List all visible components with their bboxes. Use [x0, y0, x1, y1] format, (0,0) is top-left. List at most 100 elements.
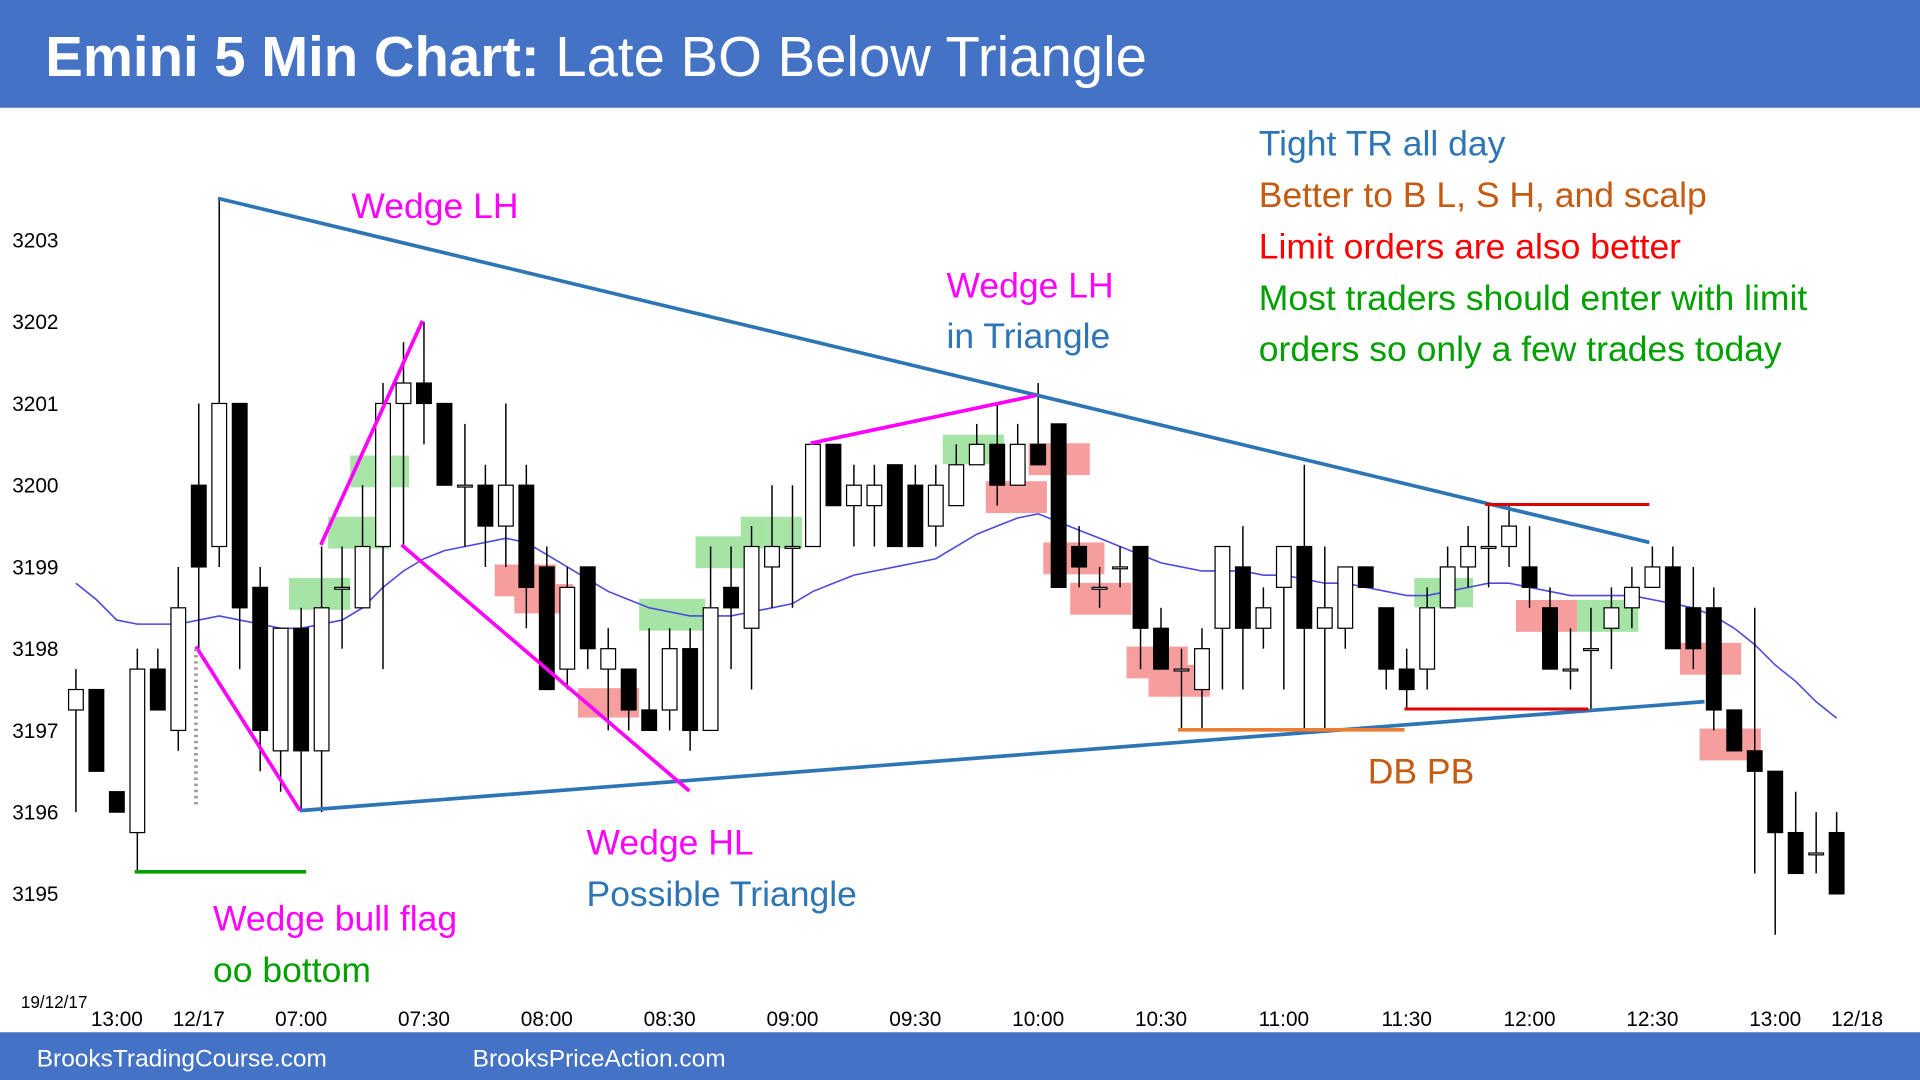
candle-body [1460, 545, 1477, 568]
candle-body [231, 402, 248, 609]
candle-body [416, 382, 432, 405]
candle-body [272, 627, 289, 752]
candle-body [825, 443, 842, 507]
annotation: orders so only a few trades today [1259, 329, 1782, 369]
candle-body [1050, 423, 1067, 588]
candle-body [252, 586, 269, 732]
candle-body [784, 545, 801, 549]
annotation: Limit orders are also better [1259, 226, 1681, 266]
annotation: oo bottom [213, 950, 371, 990]
sell-box [985, 481, 1047, 514]
candle-body [989, 443, 1006, 486]
triangle-top [217, 196, 1650, 545]
candle-body [456, 484, 473, 488]
annotation: Wedge LH [947, 266, 1114, 306]
candle-body [108, 791, 125, 813]
candle-body [702, 607, 719, 732]
candle-body [497, 484, 514, 527]
candle-body [723, 586, 740, 609]
buy-box [639, 598, 706, 631]
candle-body [600, 648, 617, 670]
x-tick-label: 11:00 [1259, 1008, 1310, 1031]
candle-body [477, 484, 494, 527]
candle-body [559, 586, 576, 670]
candle-body [518, 484, 535, 588]
annotation: Most traders should enter with limit [1259, 278, 1808, 318]
x-tick-label: 09:00 [766, 1008, 818, 1031]
candle-body [313, 607, 330, 752]
candle-body [1296, 545, 1313, 629]
candle-body [1337, 566, 1354, 629]
wedge-line [810, 393, 1037, 446]
candle-body [1398, 668, 1415, 691]
candle-body [1705, 607, 1722, 711]
candle-body [1234, 566, 1251, 629]
candle-body [1255, 607, 1272, 629]
candle-body [1623, 586, 1640, 609]
annotations: Wedge LH Wedge LH in Triangle Tight TR a… [213, 124, 1807, 991]
annotation: DB PB [1368, 752, 1475, 792]
x-tick-label: 08:00 [521, 1008, 573, 1031]
candle-body [1439, 566, 1456, 609]
candle-body [190, 484, 207, 568]
trend-lines [134, 196, 1705, 874]
x-tick-label: 11:30 [1381, 1008, 1432, 1031]
wedge-line [319, 320, 425, 546]
x-tick-label: 07:00 [275, 1008, 327, 1031]
candle-body [334, 586, 351, 590]
candle-body [211, 402, 228, 548]
header-bar [0, 0, 1920, 108]
candle-body [927, 484, 944, 527]
candle-body [538, 566, 555, 691]
annotation: Tight TR all day [1259, 124, 1506, 164]
candle-body [1091, 586, 1108, 590]
y-tick-label: 3196 [12, 801, 58, 824]
candle-body [1480, 545, 1497, 549]
candle-body [661, 648, 678, 711]
y-tick-label: 3195 [12, 883, 58, 906]
candle-body [1685, 607, 1702, 650]
candle-body [1521, 566, 1538, 588]
footer-link: BrooksPriceAction.com [473, 1046, 726, 1073]
y-tick-label: 3201 [12, 393, 58, 416]
y-tick-label: 3198 [12, 638, 58, 661]
x-tick-label: 12:30 [1626, 1008, 1678, 1031]
candle-body [1582, 648, 1599, 652]
candle-body [907, 484, 924, 548]
annotation: Possible Triangle [587, 874, 857, 914]
triangle-bottom [299, 699, 1705, 813]
candle-body [1644, 566, 1661, 588]
annotation: Wedge bull flag [213, 899, 457, 939]
y-tick-label: 3203 [12, 229, 58, 252]
candle-body [1767, 770, 1784, 834]
candle-body [1542, 607, 1558, 670]
candle-body [1562, 668, 1579, 672]
x-tick-label: 08:30 [644, 1008, 696, 1031]
candle-body [968, 443, 985, 466]
x-tick-label: 07:30 [398, 1008, 450, 1031]
candle-body [375, 402, 391, 548]
candle-body [1316, 607, 1333, 629]
title-main: Emini 5 Min Chart: [45, 25, 539, 88]
x-tick-label: 12:00 [1504, 1008, 1556, 1031]
candle-body [1828, 831, 1845, 895]
candle-body [129, 668, 146, 834]
candle-body [1501, 525, 1518, 548]
x-tick-label: 13:00 [91, 1008, 143, 1031]
candle-body [866, 484, 883, 507]
footer-link: BrooksTradingCourse.com [37, 1046, 327, 1073]
candle-body [1378, 607, 1395, 670]
candle-body [886, 464, 903, 548]
candle-body [764, 545, 780, 568]
candle-body [1009, 443, 1026, 486]
x-tick-label: 09:30 [889, 1008, 941, 1031]
annotation: Better to B L, S H, and scalp [1259, 175, 1707, 215]
candle-body [88, 688, 105, 772]
annotation: in Triangle [947, 316, 1111, 356]
candle-body [620, 668, 637, 711]
candle-body [1664, 566, 1681, 650]
candle-body [1787, 831, 1804, 875]
candle-body [1112, 566, 1129, 570]
